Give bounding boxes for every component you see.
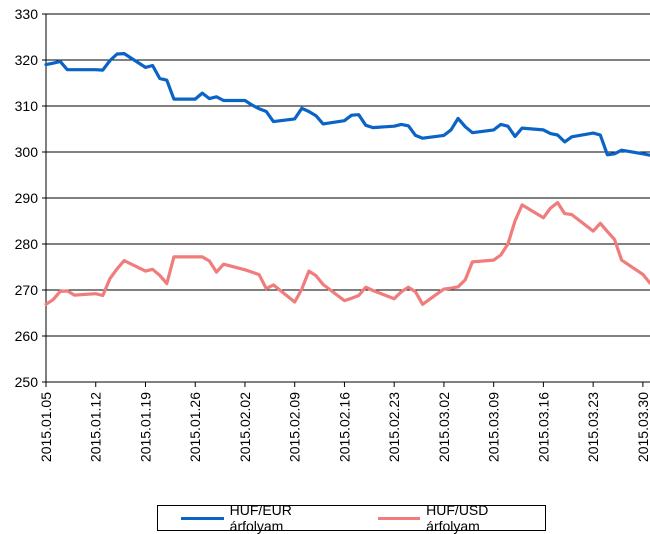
y-tick-label: 250: [15, 374, 39, 390]
x-tick-label: 2015.03.23: [585, 392, 601, 462]
y-tick-label: 300: [15, 144, 39, 160]
legend-item-huf-usd: HUF/USD árfolyam: [377, 502, 546, 534]
x-tick-label: 2015.03.30: [635, 392, 650, 462]
x-tick-label: 2015.02.09: [287, 392, 303, 462]
legend-label-huf-eur: HUF/EUR árfolyam: [229, 502, 292, 534]
legend-label-huf-usd: HUF/USD árfolyam: [426, 502, 489, 534]
x-tick-label: 2015.02.23: [386, 392, 402, 462]
series-line-huf-usd: [44, 201, 650, 306]
y-tick-label: 260: [15, 328, 39, 344]
x-tick-label: 2015.02.02: [237, 392, 253, 462]
y-tick-label: 280: [15, 236, 39, 252]
x-tick-label: 2015.02.16: [336, 392, 352, 462]
x-tick-label: 2015.03.16: [535, 392, 551, 462]
legend: HUF/EUR árfolyam HUF/USD árfolyam: [157, 502, 546, 534]
legend-swatch-huf-eur: [181, 516, 224, 520]
series-line-huf-eur: [44, 51, 650, 157]
x-tick-label: 2015.03.02: [436, 392, 452, 462]
y-tick-label: 270: [15, 282, 39, 298]
y-tick-label: 320: [15, 52, 39, 68]
y-tick-label: 290: [15, 190, 39, 206]
legend-swatch-huf-usd: [377, 516, 421, 520]
x-tick-label: 2015.01.05: [38, 392, 54, 462]
legend-item-huf-eur: HUF/EUR árfolyam: [181, 502, 349, 534]
x-tick-label: 2015.01.19: [137, 392, 153, 462]
y-tick-label: 310: [15, 98, 39, 114]
x-tick-label: 2015.01.12: [88, 392, 104, 462]
x-tick-label: 2015.03.09: [486, 392, 502, 462]
y-tick-label: 330: [15, 6, 39, 22]
x-tick-label: 2015.01.26: [187, 392, 203, 462]
